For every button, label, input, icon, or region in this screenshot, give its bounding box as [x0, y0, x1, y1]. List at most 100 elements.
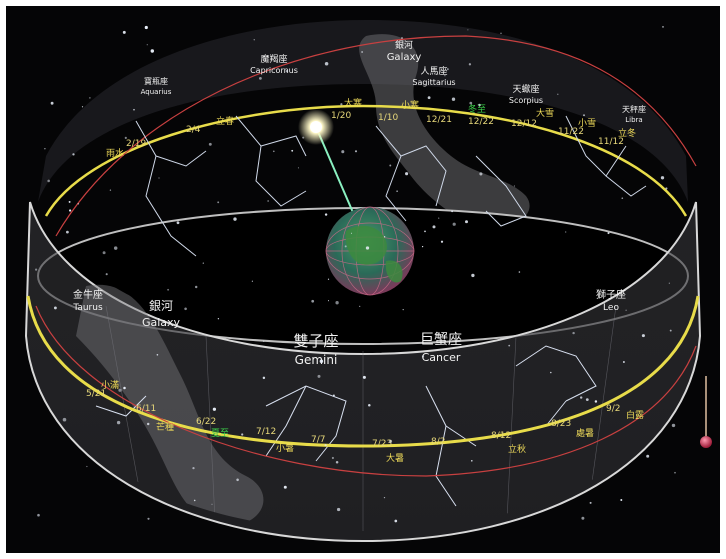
star: [335, 460, 339, 464]
star: [365, 246, 370, 250]
aquarius-en: Aquarius: [141, 88, 172, 96]
date-front-1: 6/22: [196, 417, 216, 427]
term-back-6: 雨水: [106, 147, 124, 159]
star: [251, 280, 253, 282]
star: [297, 167, 299, 169]
star: [401, 37, 403, 39]
star: [324, 444, 327, 447]
star: [291, 149, 294, 152]
date-front-5: 8/2: [431, 437, 445, 447]
star: [319, 359, 324, 364]
star: [438, 217, 440, 219]
star: [202, 262, 204, 264]
star: [565, 231, 567, 233]
taurus-cn: 金牛座: [73, 288, 103, 301]
star: [72, 153, 75, 156]
star: [194, 285, 198, 289]
star: [133, 108, 135, 111]
term-front-3: 大暑: [386, 452, 404, 464]
cancer-cn: 巨蟹座: [420, 332, 462, 348]
star: [233, 217, 237, 221]
star: [158, 177, 160, 179]
star: [259, 77, 262, 80]
star: [665, 187, 668, 190]
star: [113, 246, 118, 250]
star: [622, 361, 625, 363]
star: [327, 278, 330, 280]
star: [144, 25, 148, 30]
star: [77, 203, 80, 205]
star: [217, 201, 220, 204]
star: [324, 213, 328, 216]
star: [508, 344, 511, 347]
star: [641, 334, 645, 338]
term-back-1: 小寒: [401, 99, 419, 111]
star: [341, 150, 345, 154]
star: [262, 376, 266, 380]
star: [465, 220, 468, 224]
star: [184, 307, 187, 311]
star: [513, 185, 515, 187]
star: [176, 221, 180, 225]
date-back-6: 11/12: [598, 137, 624, 147]
galaxy-back-en: Galaxy: [387, 52, 422, 63]
star: [421, 245, 424, 248]
celestial-sphere-diagram: 魔羯座 Capricornus 寶瓶座 Aquarius 人馬座 Sagitta…: [24, 20, 712, 543]
date-front-4: 7/23: [372, 439, 392, 449]
star: [311, 299, 315, 303]
star: [102, 251, 106, 255]
star: [156, 354, 159, 356]
star: [620, 499, 623, 501]
star: [241, 433, 244, 436]
pendulum-bob-icon: [700, 436, 712, 448]
star: [118, 388, 122, 392]
star: [116, 420, 121, 425]
star: [253, 39, 255, 41]
star: [68, 200, 71, 203]
star: [335, 301, 339, 305]
ecliptic-dates-front: 6/11 6/22 7/12 7/7 7/23 8/2 8/12 8/23 9/…: [86, 389, 620, 449]
star: [451, 210, 453, 213]
star: [267, 200, 269, 202]
star: [62, 417, 67, 422]
star: [81, 106, 84, 108]
star: [467, 29, 469, 31]
star: [424, 230, 426, 233]
star: [580, 396, 583, 399]
star: [625, 309, 627, 311]
term-front-4: 立秋: [508, 443, 526, 455]
star: [68, 209, 72, 212]
star: [594, 400, 598, 403]
star: [354, 150, 358, 153]
star: [388, 439, 393, 443]
milky-way-back: [359, 34, 530, 229]
sagittarius-en: Sagittarius: [412, 78, 455, 87]
star: [421, 355, 425, 358]
term-back-0: 大寒: [344, 97, 362, 109]
star: [53, 306, 57, 310]
capricornus-en: Capricornus: [250, 66, 298, 75]
date-front-3: 7/7: [311, 435, 325, 445]
scorpius-cn: 天蠍座: [512, 83, 539, 95]
date-back-4: 12/12: [511, 119, 537, 129]
date-front-8: 9/2: [606, 404, 620, 414]
term-back-5: 立冬: [618, 127, 636, 139]
star: [211, 503, 213, 505]
galaxy-back-cn: 銀河: [395, 39, 413, 51]
star: [283, 485, 287, 489]
date-front-6: 8/12: [491, 431, 511, 441]
date-back-0: 1/20: [331, 111, 351, 121]
star: [147, 517, 150, 520]
leo-en: Leo: [603, 303, 619, 313]
star: [671, 423, 676, 428]
star: [557, 93, 559, 96]
star: [208, 142, 212, 146]
gemini-cn: 雙子座: [293, 332, 338, 350]
star-field: [35, 25, 676, 526]
star: [383, 236, 386, 238]
star: [361, 51, 363, 53]
capricornus-cn: 魔羯座: [260, 53, 287, 65]
date-front-2: 7/12: [256, 427, 276, 437]
star: [89, 97, 91, 99]
star: [383, 496, 386, 499]
